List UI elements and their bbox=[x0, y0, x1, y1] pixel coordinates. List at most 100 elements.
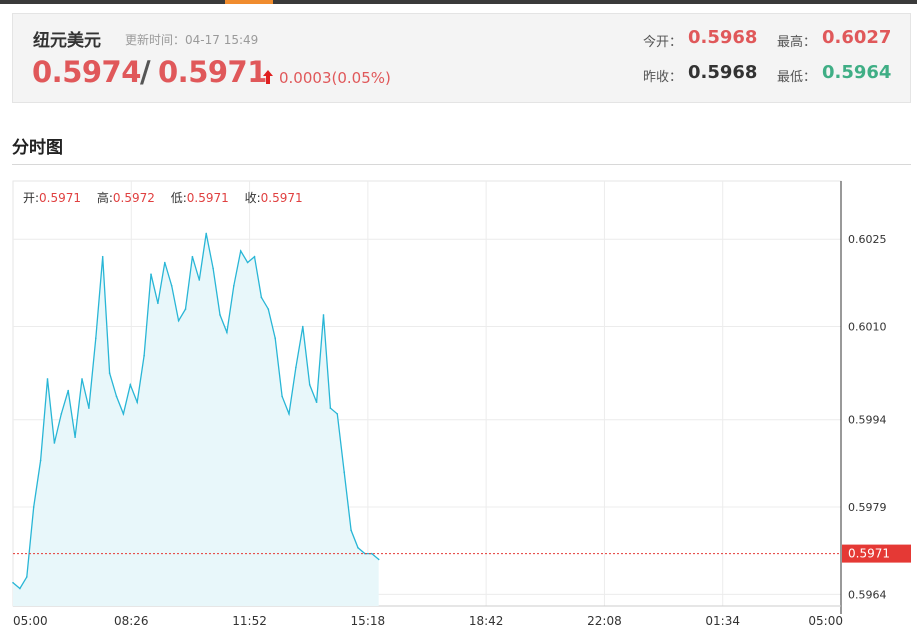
open-value: 0.5968 bbox=[688, 27, 758, 48]
price-point bbox=[81, 378, 83, 380]
price-change: 0.0003(0.05%) bbox=[279, 69, 391, 87]
y-tick-label: 0.6010 bbox=[848, 321, 887, 334]
ohlc-low-value: 0.5971 bbox=[186, 191, 229, 205]
price-point bbox=[281, 395, 283, 398]
price-point bbox=[164, 261, 166, 264]
price-separator: / bbox=[140, 55, 151, 89]
open-label: 今开： bbox=[643, 35, 683, 50]
price-point bbox=[115, 395, 118, 398]
price-point bbox=[60, 413, 63, 415]
price-point bbox=[53, 442, 56, 444]
x-tick-label: 15:18 bbox=[351, 614, 386, 628]
x-tick-label: 01:34 bbox=[705, 614, 740, 628]
price-point bbox=[198, 279, 201, 281]
x-tick-label: 05:00 bbox=[808, 614, 843, 628]
price-point bbox=[219, 314, 221, 316]
x-tick-label: 18:42 bbox=[469, 614, 504, 628]
x-tick-label: 08:26 bbox=[114, 614, 149, 628]
price-point bbox=[371, 552, 373, 555]
high-label: 最高： bbox=[777, 35, 817, 50]
update-time-value: 04-17 15:49 bbox=[185, 33, 259, 47]
top-navigation-bar bbox=[0, 0, 917, 4]
price-point bbox=[12, 581, 14, 584]
ohlc-high-value: 0.5972 bbox=[112, 191, 155, 205]
y-tick-label: 0.5994 bbox=[848, 414, 887, 427]
price-point bbox=[143, 354, 145, 357]
ask-price: 0.5971 bbox=[158, 55, 267, 89]
current-price-tag bbox=[842, 544, 911, 563]
price-point bbox=[212, 267, 214, 270]
price-point bbox=[274, 337, 277, 340]
ohlc-low-label: 低: bbox=[170, 191, 187, 205]
price-point bbox=[329, 407, 332, 409]
prev-close-label: 昨收： bbox=[643, 70, 683, 85]
low-label: 最低： bbox=[777, 70, 817, 85]
active-tab-indicator bbox=[225, 0, 273, 4]
price-point bbox=[108, 372, 111, 374]
x-tick-label: 22:08 bbox=[587, 614, 622, 628]
price-point bbox=[32, 506, 35, 508]
price-point bbox=[343, 471, 346, 473]
price-point bbox=[184, 308, 187, 310]
ohlc-open-label: 开: bbox=[23, 191, 40, 205]
price-point bbox=[157, 302, 159, 305]
price-point bbox=[177, 319, 180, 322]
instrument-name: 纽元美元 bbox=[33, 31, 101, 51]
up-arrow-icon bbox=[263, 70, 273, 84]
price-point bbox=[74, 436, 76, 439]
price-point bbox=[288, 413, 290, 415]
price-point bbox=[239, 250, 242, 252]
price-point bbox=[67, 389, 69, 392]
update-time: 更新时间：04-17 15:49 bbox=[125, 31, 258, 48]
y-tick-label: 0.5979 bbox=[848, 501, 887, 514]
intraday-chart-title: 分时图 bbox=[12, 138, 63, 158]
price-point bbox=[336, 413, 339, 415]
low-value: 0.5964 bbox=[822, 62, 892, 83]
price-point bbox=[26, 576, 28, 578]
price-point bbox=[226, 331, 228, 334]
price-point bbox=[170, 285, 173, 287]
price-point bbox=[302, 325, 304, 328]
price-point bbox=[308, 384, 311, 386]
high-value: 0.6027 bbox=[822, 27, 892, 48]
price-point bbox=[101, 255, 104, 258]
price-point bbox=[150, 273, 152, 276]
ohlc-high-label: 高: bbox=[96, 191, 113, 205]
price-point bbox=[129, 384, 132, 386]
y-tick-label: 0.5964 bbox=[848, 588, 887, 601]
section-divider bbox=[12, 164, 911, 165]
current-price-label: 0.5971 bbox=[848, 547, 890, 561]
x-tick-label: 11:52 bbox=[232, 614, 267, 628]
update-time-label: 更新时间： bbox=[125, 33, 186, 47]
x-tick-label: 05:00 bbox=[13, 614, 48, 628]
quote-panel: 纽元美元 更新时间：04-17 15:49 0.5974 / 0.5971 0.… bbox=[12, 13, 911, 103]
price-point bbox=[136, 401, 138, 404]
price-point bbox=[246, 261, 249, 264]
price-point bbox=[205, 232, 207, 235]
price-line bbox=[12, 233, 380, 590]
price-point bbox=[253, 255, 256, 258]
price-point bbox=[322, 314, 325, 316]
ohlc-close-value: 0.5971 bbox=[260, 191, 303, 205]
price-point bbox=[19, 587, 21, 590]
prev-close-value: 0.5968 bbox=[688, 62, 758, 83]
price-point bbox=[39, 459, 42, 462]
price-area bbox=[13, 233, 379, 606]
price-point bbox=[350, 529, 352, 532]
ohlc-info-bar: 开:0.5971 高:0.5972 低:0.5971 收:0.5971 bbox=[23, 189, 315, 206]
bid-price: 0.5974 bbox=[32, 55, 141, 89]
price-point bbox=[260, 296, 263, 299]
y-tick-label: 0.6025 bbox=[848, 233, 887, 246]
price-point bbox=[357, 547, 359, 549]
price-point bbox=[88, 407, 90, 409]
price-point bbox=[267, 308, 270, 310]
price-point bbox=[122, 413, 125, 415]
ohlc-open-value: 0.5971 bbox=[39, 191, 82, 205]
price-point bbox=[315, 401, 318, 404]
price-point bbox=[191, 255, 194, 258]
price-point bbox=[95, 337, 97, 340]
price-point bbox=[295, 366, 297, 369]
ohlc-close-label: 收: bbox=[244, 191, 261, 205]
price-point bbox=[233, 285, 235, 287]
